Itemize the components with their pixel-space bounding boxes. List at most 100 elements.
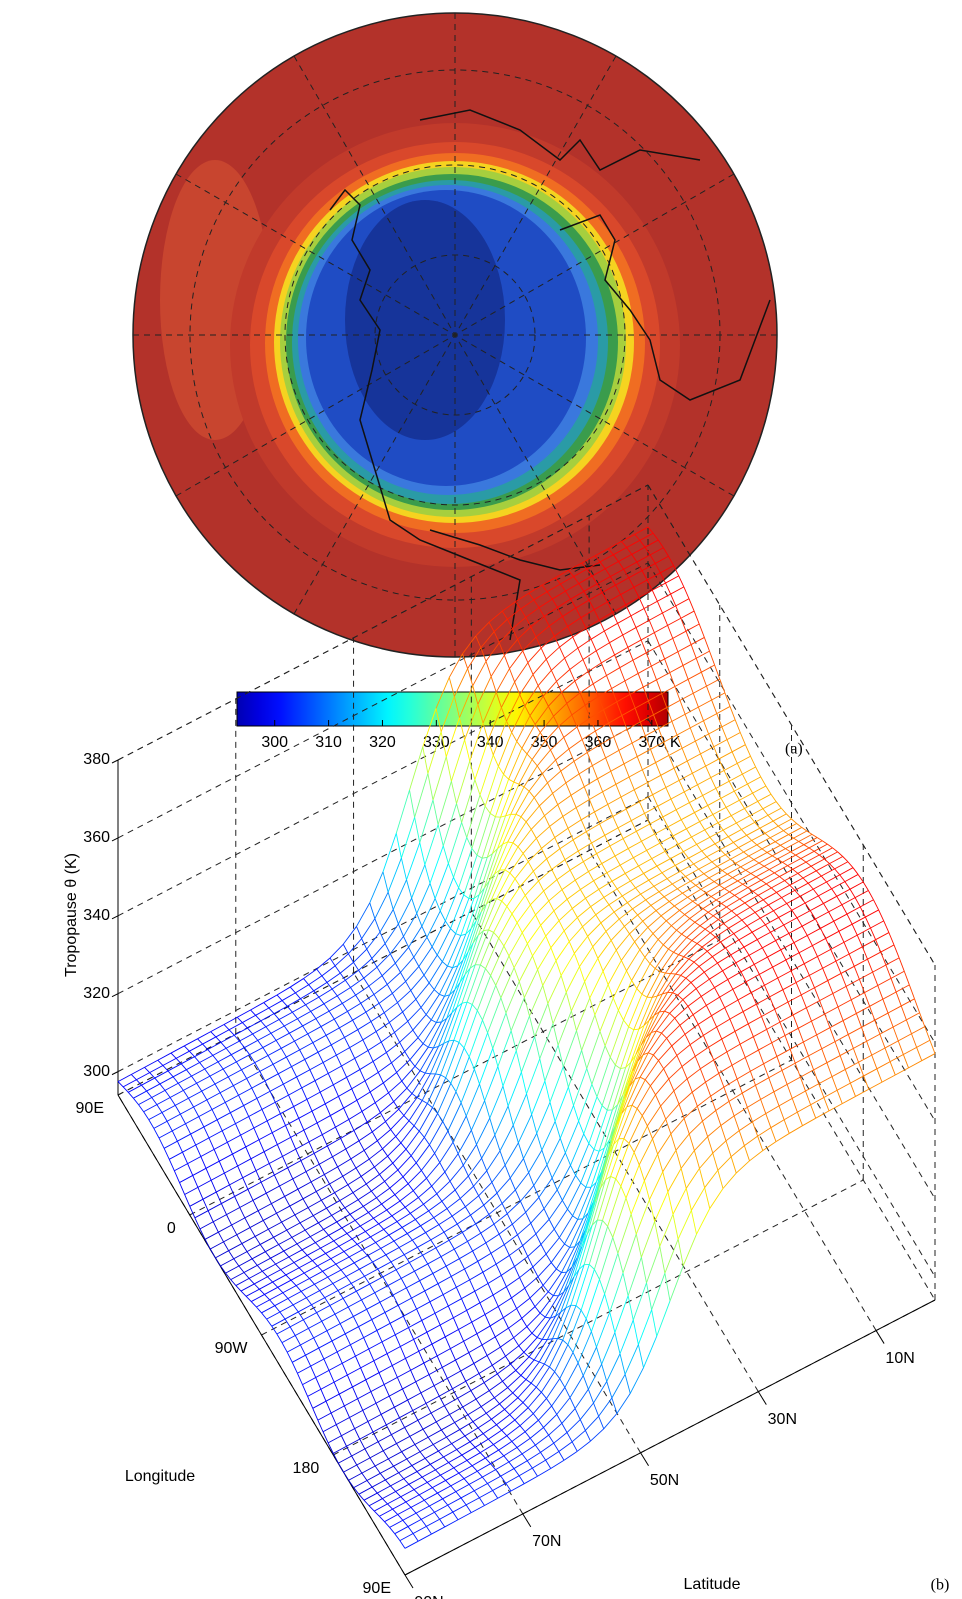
- mesh-line: [647, 972, 660, 998]
- mesh-line: [421, 1170, 426, 1178]
- mesh-line: [381, 1414, 386, 1425]
- mesh-line: [815, 981, 828, 988]
- mesh-line: [320, 1283, 333, 1290]
- mesh-line: [350, 1206, 363, 1214]
- mesh-line: [529, 1150, 542, 1173]
- mesh-line: [853, 1048, 858, 1062]
- mesh-line: [293, 1179, 298, 1189]
- mesh-line: [489, 1391, 494, 1398]
- mesh-line: [444, 1232, 449, 1240]
- mesh-line: [843, 857, 848, 862]
- mesh-line: [402, 1227, 407, 1233]
- mesh-line: [242, 1244, 247, 1252]
- mesh-line: [290, 1327, 295, 1336]
- mesh-line: [646, 653, 651, 666]
- mesh-line: [340, 1324, 345, 1334]
- mesh-line: [822, 841, 827, 844]
- mesh-line: [489, 930, 494, 933]
- mesh-line: [415, 1219, 420, 1225]
- mesh-line: [565, 648, 578, 658]
- mesh-line: [338, 1159, 351, 1167]
- mesh-line: [538, 1406, 551, 1420]
- mesh-line: [408, 1184, 413, 1191]
- mesh-line: [364, 1141, 377, 1151]
- mesh-line: [732, 911, 737, 915]
- mesh-line: [510, 853, 523, 873]
- mesh-line: [472, 806, 485, 848]
- mesh-line: [408, 1527, 413, 1534]
- mesh-line: [482, 1345, 487, 1356]
- mesh-line: [257, 1258, 270, 1265]
- mesh-line: [707, 951, 712, 956]
- mesh-line: [515, 663, 528, 682]
- mesh-line: [369, 986, 374, 994]
- mesh-line: [382, 1335, 395, 1342]
- y-tick: [523, 1514, 531, 1527]
- mesh-line: [456, 1092, 461, 1103]
- mesh-line: [260, 1237, 273, 1244]
- mesh-line: [595, 985, 608, 1015]
- mesh-line: [216, 1030, 229, 1037]
- mesh-line: [561, 953, 574, 975]
- mesh-line: [509, 1255, 514, 1266]
- mesh-line: [619, 919, 624, 926]
- mesh-line: [174, 1171, 179, 1183]
- mesh-line: [633, 850, 646, 857]
- mesh-line: [189, 1098, 194, 1107]
- mesh-line: [837, 896, 842, 904]
- mesh-line: [809, 848, 814, 851]
- mesh-line: [515, 1173, 528, 1190]
- mesh-line: [418, 1038, 423, 1044]
- mesh-line: [732, 745, 745, 752]
- mesh-line: [315, 1073, 328, 1080]
- mesh-line: [331, 1037, 344, 1044]
- mesh-line: [258, 1204, 271, 1211]
- mesh-line: [792, 910, 797, 918]
- mesh-line: [482, 1135, 495, 1158]
- mesh-line: [362, 939, 367, 950]
- mesh-line: [750, 907, 755, 912]
- mesh-line: [390, 1520, 403, 1527]
- mesh-line: [468, 1415, 473, 1422]
- mesh-line: [527, 1327, 532, 1334]
- mesh-line: [865, 917, 870, 928]
- mesh-line: [411, 990, 416, 999]
- mesh-line: [516, 1051, 521, 1072]
- mesh-line: [706, 1073, 719, 1082]
- mesh-line: [452, 1207, 465, 1216]
- mesh-line: [804, 845, 809, 848]
- mesh-line: [477, 855, 482, 858]
- mesh-line: [686, 1168, 699, 1188]
- mesh-line: [723, 1173, 736, 1188]
- mesh-line: [702, 844, 715, 851]
- mesh-line: [573, 1187, 586, 1216]
- mesh-line: [439, 1013, 452, 1046]
- mesh-line: [656, 911, 661, 916]
- mesh-line: [803, 878, 808, 883]
- mesh-line: [519, 1476, 524, 1484]
- mesh-line: [347, 1368, 360, 1375]
- mesh-line: [344, 1252, 349, 1257]
- mesh-line: [564, 737, 569, 749]
- mesh-line: [339, 1089, 352, 1097]
- mesh-line: [636, 1200, 649, 1234]
- mesh-line: [227, 1135, 240, 1142]
- mesh-line: [837, 1090, 842, 1103]
- mesh-line: [211, 1024, 224, 1031]
- mesh-line: [278, 1074, 283, 1084]
- mesh-line: [823, 968, 828, 980]
- mesh-line: [450, 1407, 463, 1415]
- mesh-line: [489, 1381, 502, 1390]
- mesh-line: [721, 895, 734, 903]
- mesh-line: [772, 856, 777, 859]
- mesh-line: [332, 1334, 345, 1341]
- mesh-line: [371, 1181, 384, 1191]
- mesh-line: [374, 1511, 379, 1516]
- mesh-line: [427, 1075, 440, 1104]
- mesh-line: [349, 1473, 362, 1480]
- mesh-line: [899, 958, 904, 971]
- mesh-line: [313, 1208, 326, 1215]
- mesh-line: [681, 975, 686, 978]
- mesh-line: [402, 1066, 415, 1081]
- mesh-line: [588, 923, 601, 936]
